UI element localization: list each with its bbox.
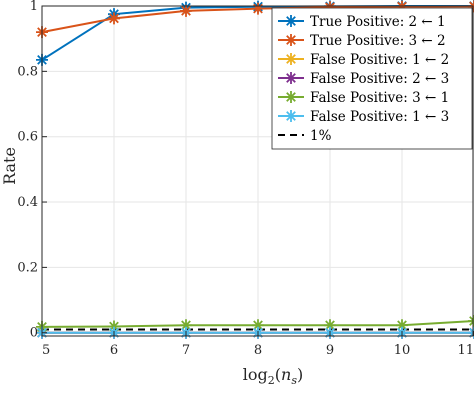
series-point [324, 1, 336, 14]
legend-item: True Positive: 2 ← 1 [278, 14, 446, 30]
x-tick-label: 9 [326, 343, 334, 358]
y-tick-label: 0.6 [17, 130, 38, 145]
legend-swatch-marker [285, 34, 297, 46]
y-tick-label: 0.2 [17, 260, 38, 275]
y-tick-label: 0.4 [17, 195, 38, 210]
legend-swatch-marker [285, 91, 297, 103]
legend-label: False Positive: 3 ← 1 [310, 90, 449, 106]
x-tick-label: 5 [42, 343, 50, 358]
x-tick-label: 8 [254, 343, 262, 358]
y-axis-label: Rate [0, 147, 19, 185]
series-point [180, 4, 192, 17]
legend-swatch-marker [285, 15, 297, 27]
series-point [396, 0, 408, 13]
legend-item-reference: 1% [278, 128, 332, 144]
legend-item: False Positive: 1 ← 3 [278, 109, 449, 125]
x-axis-label: log2(ns) [243, 365, 303, 387]
legend-swatch-marker [285, 72, 297, 84]
legend-label: 1% [310, 128, 332, 144]
x-tick-label: 6 [110, 343, 118, 358]
legend-label: True Positive: 3 ← 2 [310, 33, 446, 49]
legend-item: False Positive: 1 ← 2 [278, 52, 449, 68]
series-point [252, 2, 264, 15]
y-tick-label: 0 [30, 326, 38, 341]
x-tick-label: 10 [394, 343, 411, 358]
legend-swatch-marker [285, 53, 297, 65]
series-point [180, 319, 192, 332]
legend-label: True Positive: 2 ← 1 [310, 14, 446, 30]
legend-swatch-marker [285, 110, 297, 122]
legend-item: False Positive: 2 ← 3 [278, 71, 449, 87]
series-point [108, 12, 120, 25]
x-axis-ticks: 5 6 7 8 9 10 11 [41, 331, 474, 358]
series-point [324, 319, 336, 332]
legend-label: False Positive: 1 ← 2 [310, 52, 449, 68]
legend: True Positive: 2 ← 1 True Positive: 3 ← 2… [271, 7, 473, 150]
series-point [396, 319, 408, 332]
y-tick-label: 1 [30, 0, 38, 14]
x-tick-label: 7 [182, 343, 190, 358]
legend-item: True Positive: 3 ← 2 [278, 33, 446, 49]
series-point [252, 319, 264, 332]
legend-label: False Positive: 2 ← 3 [310, 71, 449, 87]
legend-item: False Positive: 3 ← 1 [278, 90, 449, 106]
y-axis-ticks: 0 0.2 0.4 0.6 0.8 1 [17, 0, 47, 341]
legend-box [271, 7, 473, 150]
x-tick-label: 11 [457, 343, 474, 358]
legend-label: False Positive: 1 ← 3 [310, 109, 449, 125]
series-point [108, 320, 120, 333]
y-tick-label: 0.8 [17, 64, 38, 79]
